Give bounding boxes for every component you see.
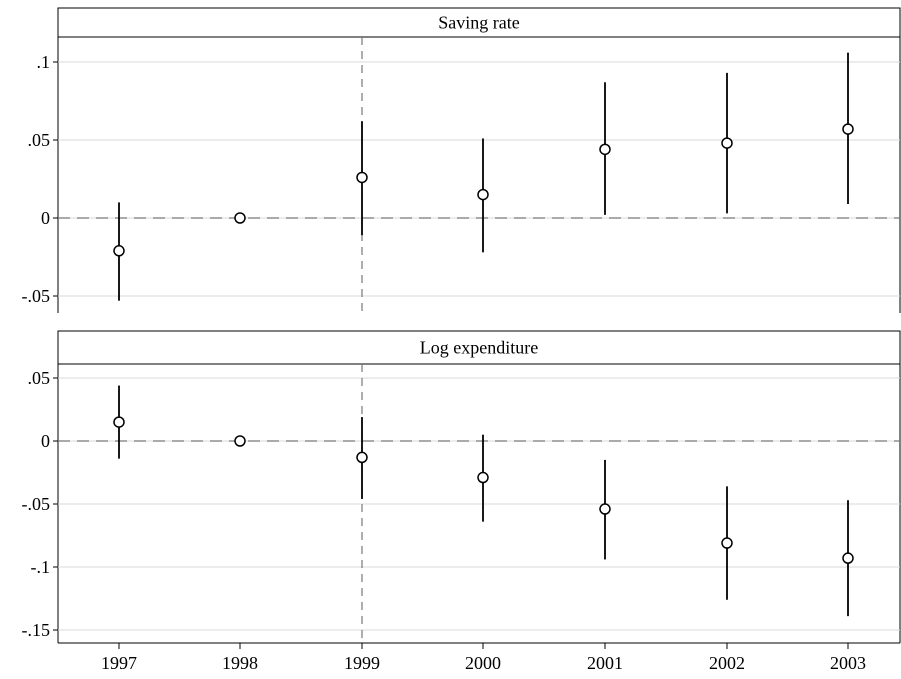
- x-tick-label: 2003: [830, 653, 866, 673]
- data-point: [477, 188, 489, 201]
- panel-2: Log expenditure .05 0 -.05 -.1 -.15 1997 1998 19…: [22, 330, 901, 673]
- y-tick-label: .05: [28, 368, 51, 388]
- panel-1: Saving rate .1 .05 0 -.05: [22, 7, 901, 313]
- y-tick-label: -.05: [22, 494, 51, 514]
- data-point: [599, 143, 611, 156]
- x-tick-label: 1997: [101, 653, 137, 673]
- y-tick-label: -.15: [22, 620, 51, 640]
- x-tick-label: 1999: [344, 653, 380, 673]
- y-tick-label: -.05: [22, 286, 51, 306]
- data-point: [477, 471, 489, 484]
- y-tick-label: -.1: [31, 557, 51, 577]
- y-tick-label: 0: [41, 208, 50, 228]
- y-tick-label: 0: [41, 431, 50, 451]
- panel-title-box: [57, 330, 901, 365]
- x-tick-label: 2001: [587, 653, 623, 673]
- data-point: [721, 137, 733, 149]
- y-tick-label: .05: [28, 130, 51, 150]
- x-tick-label: 1998: [222, 653, 258, 673]
- panel-title-box: [57, 7, 901, 38]
- x-tick-label: 2000: [465, 653, 501, 673]
- data-point: [113, 245, 125, 257]
- data-point: [234, 212, 246, 224]
- data-point: [842, 552, 854, 564]
- data-point: [113, 416, 125, 428]
- x-tick-label: 2002: [709, 653, 745, 673]
- panel-title: Log expenditure: [420, 338, 538, 358]
- data-point: [234, 435, 246, 447]
- y-tick-label: .1: [37, 52, 51, 72]
- data-point: [356, 451, 368, 464]
- data-point: [842, 123, 854, 135]
- data-point: [721, 537, 733, 549]
- data-point: [599, 503, 611, 515]
- data-point: [356, 171, 368, 184]
- panel-title: Saving rate: [438, 13, 519, 33]
